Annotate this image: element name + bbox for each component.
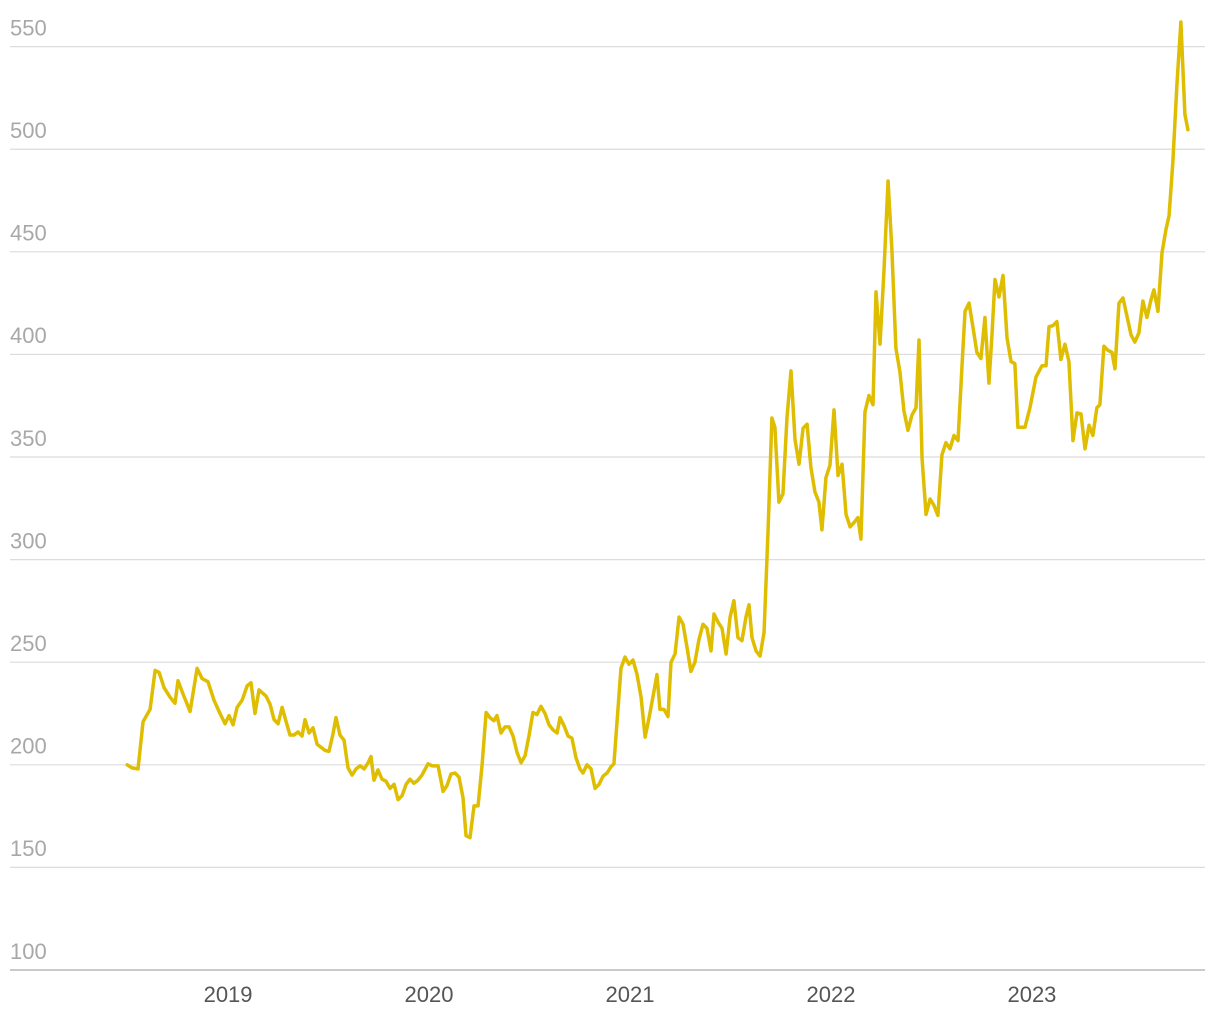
y-tick-label: 150 [10, 836, 47, 861]
x-tick-label: 2020 [405, 982, 454, 1007]
x-tick-label: 2021 [606, 982, 655, 1007]
y-tick-label: 450 [10, 221, 47, 246]
x-tick-label: 2022 [807, 982, 856, 1007]
y-tick-label: 200 [10, 734, 47, 759]
y-tick-label: 350 [10, 426, 47, 451]
x-tick-label: 2023 [1007, 982, 1056, 1007]
y-tick-label: 400 [10, 323, 47, 348]
y-tick-label: 250 [10, 631, 47, 656]
y-tick-label: 500 [10, 118, 47, 143]
x-tick-label: 2019 [204, 982, 253, 1007]
price-line [125, 20, 1190, 840]
y-tick-label: 300 [10, 528, 47, 553]
y-tick-label: 550 [10, 15, 47, 40]
y-tick-label: 100 [10, 939, 47, 964]
